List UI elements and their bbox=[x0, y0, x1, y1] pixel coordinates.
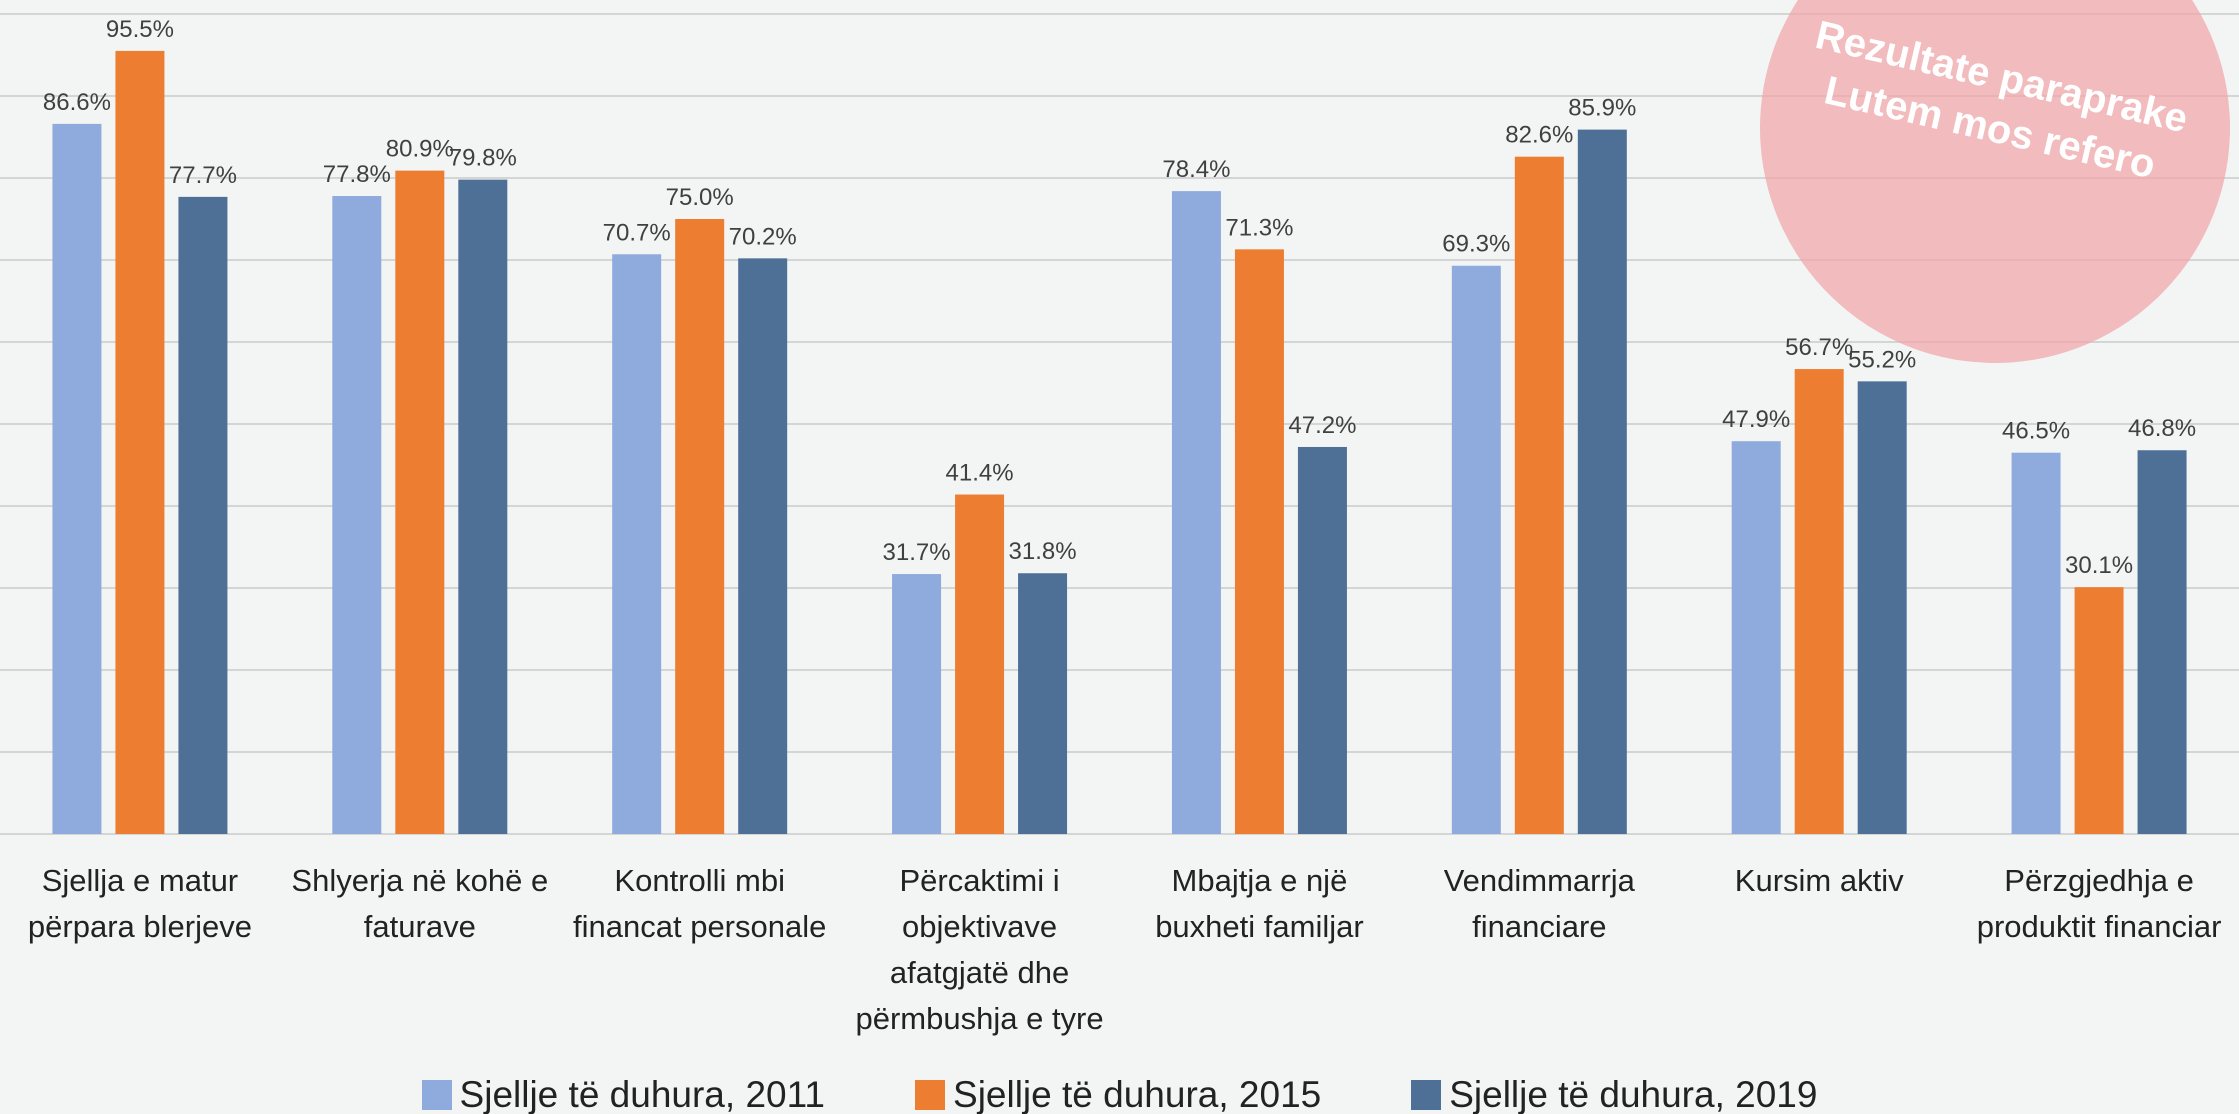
bar bbox=[2012, 453, 2061, 834]
x-tick-label: Shlyerja në kohë e faturave bbox=[285, 858, 555, 950]
x-tick-label: Përzgjedhja e produktit financiar bbox=[1964, 858, 2234, 950]
value-label: 77.8% bbox=[323, 161, 391, 188]
x-tick-label: Mbajtja e një buxheti familjar bbox=[1124, 858, 1394, 950]
value-label: 46.8% bbox=[2128, 415, 2196, 442]
value-label: 69.3% bbox=[1442, 231, 1510, 258]
bar bbox=[1172, 191, 1221, 834]
value-label: 78.4% bbox=[1162, 156, 1230, 183]
bar bbox=[1018, 573, 1067, 834]
bar bbox=[458, 180, 507, 834]
value-label: 85.9% bbox=[1568, 95, 1636, 122]
value-label: 41.4% bbox=[946, 460, 1014, 487]
legend-swatch bbox=[915, 1080, 945, 1110]
bar bbox=[1298, 447, 1347, 834]
value-label: 47.9% bbox=[1722, 406, 1790, 433]
value-label: 71.3% bbox=[1225, 214, 1293, 241]
x-tick-label: Kursim aktiv bbox=[1684, 858, 1954, 904]
value-label: 55.2% bbox=[1848, 346, 1916, 373]
bar bbox=[52, 124, 101, 834]
bar bbox=[1732, 441, 1781, 834]
legend-swatch bbox=[422, 1080, 452, 1110]
value-label: 47.2% bbox=[1288, 412, 1356, 439]
legend-label: Sjellje të duhura, 2011 bbox=[460, 1074, 825, 1114]
value-label: 82.6% bbox=[1505, 122, 1573, 149]
x-tick-label: Sjellja e matur përpara blerjeve bbox=[5, 858, 275, 950]
bar bbox=[395, 171, 444, 834]
bar bbox=[332, 196, 381, 834]
bar bbox=[2075, 587, 2124, 834]
bar bbox=[738, 258, 787, 834]
value-label: 75.0% bbox=[666, 184, 734, 211]
legend-item: Sjellje të duhura, 2015 bbox=[915, 1074, 1321, 1114]
value-label: 77.7% bbox=[169, 162, 237, 189]
x-tick-label: Vendimmarrja financiare bbox=[1404, 858, 1674, 950]
bar bbox=[1795, 369, 1844, 834]
bar bbox=[955, 495, 1004, 834]
bar bbox=[612, 254, 661, 834]
bar bbox=[1515, 157, 1564, 834]
legend-swatch bbox=[1411, 1080, 1441, 1110]
bar bbox=[1578, 130, 1627, 834]
legend: Sjellje të duhura, 2011 Sjellje të duhura… bbox=[0, 1074, 2239, 1114]
bar bbox=[892, 574, 941, 834]
x-tick-label: Përcaktimi i objektivave afatgjatë dhe p… bbox=[845, 858, 1115, 1042]
legend-label: Sjellje të duhura, 2015 bbox=[953, 1074, 1321, 1114]
value-label: 79.8% bbox=[449, 145, 517, 172]
legend-item: Sjellje të duhura, 2019 bbox=[1411, 1074, 1817, 1114]
legend-item: Sjellje të duhura, 2011 bbox=[422, 1074, 825, 1114]
value-label: 31.7% bbox=[883, 539, 951, 566]
value-label: 70.2% bbox=[729, 223, 797, 250]
bar bbox=[1858, 381, 1907, 834]
bar bbox=[675, 219, 724, 834]
value-label: 95.5% bbox=[106, 16, 174, 43]
value-label: 86.6% bbox=[43, 89, 111, 116]
value-label: 80.9% bbox=[386, 136, 454, 163]
chart: 86.6% 95.5% 77.7% 77.8%80.9%79.8% 70.7% 75.0%… bbox=[0, 0, 2239, 1114]
bar bbox=[2138, 450, 2187, 834]
value-label: 30.1% bbox=[2065, 552, 2133, 579]
bar bbox=[178, 197, 227, 834]
legend-label: Sjellje të duhura, 2019 bbox=[1449, 1074, 1817, 1114]
bar bbox=[1235, 249, 1284, 834]
value-label: 31.8% bbox=[1009, 538, 1077, 565]
value-label: 56.7% bbox=[1785, 334, 1853, 361]
x-tick-label: Kontrolli mbi financat personale bbox=[565, 858, 835, 950]
bar bbox=[115, 51, 164, 834]
bar bbox=[1452, 266, 1501, 834]
value-label: 70.7% bbox=[603, 219, 671, 246]
value-label: 46.5% bbox=[2002, 418, 2070, 445]
